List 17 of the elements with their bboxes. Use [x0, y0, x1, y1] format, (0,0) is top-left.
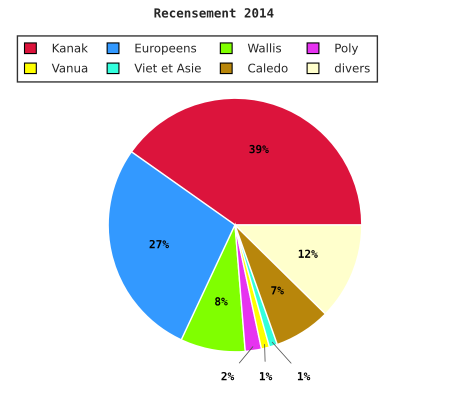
legend-label: Poly	[335, 43, 358, 55]
data-label: 2%	[221, 372, 234, 380]
legend-label: Europeens	[135, 44, 196, 55]
legend-label: divers	[334, 63, 370, 73]
legend-label: Kanak	[52, 43, 88, 52]
chart-title: Recensement 2014	[154, 8, 274, 18]
legend-label: Caledo	[248, 63, 288, 73]
legend-label: Vanua	[52, 64, 88, 73]
legend-label: Viet et Asie	[134, 63, 201, 73]
data-label: 12%	[298, 250, 318, 258]
data-label: 1%	[260, 372, 272, 380]
data-label: 1%	[298, 372, 310, 380]
data-label: 39%	[249, 144, 269, 154]
data-label: 7%	[271, 286, 284, 294]
data-label: 8%	[215, 297, 228, 306]
legend-label: Wallis	[248, 43, 282, 52]
data-label: 27%	[150, 240, 169, 248]
